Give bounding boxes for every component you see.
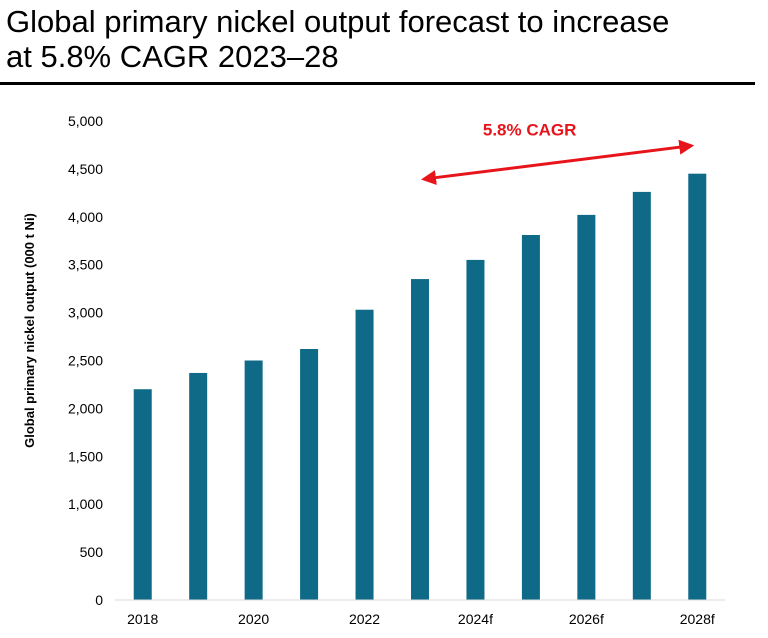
bar-2023 (411, 279, 429, 600)
y-tick-label: 1,000 (68, 496, 103, 512)
chart-title-line-2: at 5.8% CAGR 2023–28 (6, 39, 339, 74)
cagr-arrow (421, 139, 695, 186)
x-tick-label: 2028f (680, 611, 715, 627)
bar-2025f (521, 235, 540, 600)
bar-2021 (300, 349, 319, 600)
y-tick-label: 500 (80, 544, 104, 560)
bar-2022 (355, 309, 374, 600)
bar-2027f (632, 191, 651, 600)
bar-2020 (244, 360, 263, 600)
title-divider (0, 82, 755, 85)
bar-2026f (577, 214, 596, 600)
y-tick-label: 4,500 (68, 161, 103, 177)
bar-2019 (189, 372, 208, 600)
y-tick-label: 3,000 (68, 305, 103, 321)
y-tick-label: 2,500 (68, 353, 103, 369)
bar-2028f (688, 173, 707, 600)
bar-2018 (133, 389, 152, 600)
x-tick-label: 2024f (458, 611, 493, 627)
y-tick-label: 1,500 (68, 448, 103, 464)
bar-2024f (466, 259, 485, 600)
y-axis-label: Global primary nickel output (000 t Ni) (22, 213, 37, 448)
cagr-annotation: 5.8% CAGR (483, 120, 577, 139)
y-tick-label: 5,000 (68, 113, 103, 129)
x-tick-label: 2022 (349, 611, 380, 627)
x-tick-label: 2020 (238, 611, 269, 627)
chart-title: Global primary nickel output forecast to… (6, 4, 756, 74)
chart-title-line-1: Global primary nickel output forecast to… (6, 4, 670, 39)
y-tick-label: 3,500 (68, 257, 103, 273)
y-tick-label: 2,000 (68, 400, 103, 416)
x-tick-label: 2018 (127, 611, 158, 627)
y-tick-label: 0 (95, 592, 103, 608)
x-tick-label: 2026f (569, 611, 604, 627)
y-tick-label: 4,000 (68, 209, 103, 225)
